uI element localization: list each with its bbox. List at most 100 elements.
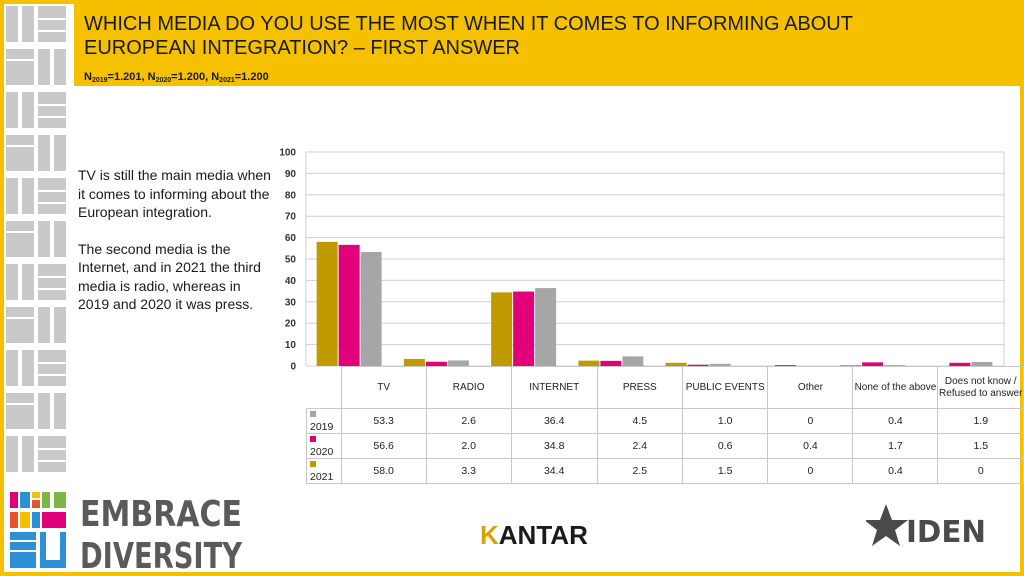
sample-size-line: N2019=1.201, N2020=1.200, N2021=1.200 [84,71,269,84]
category-label: INTERNET [510,366,598,409]
bar-2020 [338,244,360,366]
y-tick-label: 0 [290,362,296,371]
data-label: 1.7 [852,433,939,459]
table-row: 2019 53.3 2.6 36.4 4.5 1.0 0 0.4 1.9 [306,408,1024,434]
category-label: None of the above [852,366,939,409]
legend-swatch [310,411,316,417]
data-label: 0 [767,408,854,434]
data-label: 2.0 [425,433,512,459]
data-label: 4.5 [596,408,683,434]
strip-block [38,350,66,362]
legend-swatch [310,436,316,442]
data-label: 36.4 [510,408,598,434]
bar-2021 [840,365,862,366]
strip-block [6,350,18,386]
bar-2019 [447,360,469,366]
bar-2020 [774,365,796,366]
bar-2021 [316,241,338,366]
category-label: Does not know / Refused to answer [937,366,1024,409]
y-tick-label: 100 [279,148,296,159]
left-decor-strip [6,6,66,472]
n-2020-prefix: N [147,71,156,83]
data-table: TV RADIO INTERNET PRESS PUBLIC EVENTS Other No… [306,366,1024,484]
y-tick-label: 70 [285,212,297,223]
strip-block [6,307,34,317]
strip-block [6,92,18,128]
table-row: 2020 56.6 2.0 34.8 2.4 0.6 0.4 1.7 1.5 [306,433,1024,459]
strip-block [6,49,34,59]
strip-block [38,221,50,257]
strip-block [38,290,66,300]
data-label: 1.5 [681,458,769,484]
category-label: TV [340,366,427,409]
strip-block [38,450,66,460]
strip-block [22,436,34,472]
strip-block [22,92,34,128]
data-label: 0 [767,458,854,484]
strip-block [38,204,66,214]
data-label: 0.4 [852,458,939,484]
kantar-logo-rest: ANTAR [498,520,588,550]
strip-block [6,405,34,429]
y-tick-label: 10 [285,340,297,351]
y-tick-label: 30 [285,297,297,308]
strip-block [38,364,66,374]
strip-block [38,20,66,30]
n-2021-value: =1.200 [234,71,269,83]
bar-chart: 0 10 20 30 40 50 60 70 80 90 100 [279,148,1005,371]
strip-block [22,6,34,42]
y-tick-label: 50 [285,255,297,266]
strip-block [22,178,34,214]
legend-label: 2020 [310,446,334,458]
data-label: 1.5 [937,433,1024,459]
data-label: 2.6 [425,408,512,434]
title-line-2: EUROPEAN INTEGRATION? – FIRST ANSWER [84,37,520,59]
bar-2019 [535,288,557,366]
strip-block [38,32,66,42]
strip-block [54,393,66,429]
y-tick-label: 80 [285,190,297,201]
category-label: Other [767,366,854,409]
strip-block [6,319,34,343]
strip-block [38,192,66,202]
data-label: 58.0 [340,458,427,484]
bar-2019 [884,365,906,366]
strip-block [6,264,18,300]
bar-2021 [665,362,687,366]
data-label: 56.6 [340,433,427,459]
strip-block [6,147,34,171]
bar-2021 [578,360,600,366]
strip-block [6,6,18,42]
table-row: 2021 58.0 3.3 34.4 2.5 1.5 0 0.4 0 [306,458,1024,484]
strip-block [6,221,34,231]
description-paragraph-2: The second media is the Internet, and in… [78,240,261,313]
iden-logo: IDEN [866,504,986,550]
bar-2019 [971,361,993,366]
strip-block [38,393,50,429]
data-label: 2.4 [596,433,683,459]
bar-2021 [491,292,513,366]
data-label: 0.6 [681,433,769,459]
data-label: 3.3 [425,458,512,484]
data-label: 34.8 [510,433,598,459]
table-corner [307,367,342,409]
y-tick-label: 40 [285,276,297,287]
bar-2020 [862,362,884,366]
strip-block [6,393,34,403]
strip-block [38,462,66,472]
data-label: 2.5 [596,458,683,484]
n-2021-sub: 2021 [219,77,235,84]
legend-key: 2020 [306,433,342,459]
title-banner [74,0,1020,86]
data-label: 34.4 [510,458,598,484]
strip-block [22,350,34,386]
data-label: 1.9 [937,408,1024,434]
strip-block [22,264,34,300]
data-label: 0.4 [852,408,939,434]
description-paragraph-1: TV is still the main media when it comes… [78,167,271,220]
strip-block [6,61,34,85]
strip-block [38,49,50,85]
strip-block [6,436,18,472]
table-header-row: TV RADIO INTERNET PRESS PUBLIC EVENTS Other No… [307,366,1024,409]
strip-block [54,49,66,85]
